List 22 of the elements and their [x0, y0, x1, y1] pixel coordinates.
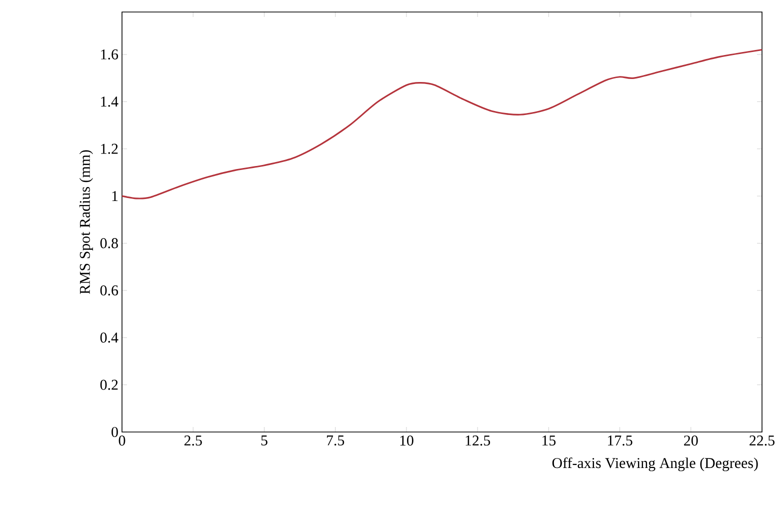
y-tick-label: 1.6: [101, 49, 118, 60]
y-tick-label: 1.2: [101, 144, 118, 154]
x-axis-title: Off-axis Viewing Angle (Degrees): [552, 457, 758, 472]
x-tick-label: 15: [542, 436, 556, 446]
x-tick-label: 12.5: [466, 436, 490, 446]
y-axis-title: RMS Spot Radius (mm): [79, 150, 93, 294]
x-tick-label: 10: [400, 436, 414, 446]
x-tick-label: 5: [261, 436, 268, 446]
y-tick-label: 1: [112, 191, 118, 201]
line-series: [122, 48, 762, 200]
x-tick-label: 22.5: [750, 436, 774, 446]
x-tick-label: 2.5: [184, 436, 202, 446]
y-tick-label: 1.4: [101, 96, 118, 107]
x-tick-label: 0: [118, 436, 126, 446]
y-tick-label: 0.4: [100, 332, 118, 343]
x-tick-label: 20: [684, 436, 698, 446]
y-tick-label: 0.6: [100, 285, 118, 296]
y-tick-label: 0: [112, 426, 118, 438]
y-tick-label: 0.2: [100, 380, 118, 390]
x-tick-label: 7.5: [326, 436, 344, 446]
x-tick-label: 17.5: [608, 436, 632, 446]
y-tick-label: 0.8: [100, 238, 118, 248]
